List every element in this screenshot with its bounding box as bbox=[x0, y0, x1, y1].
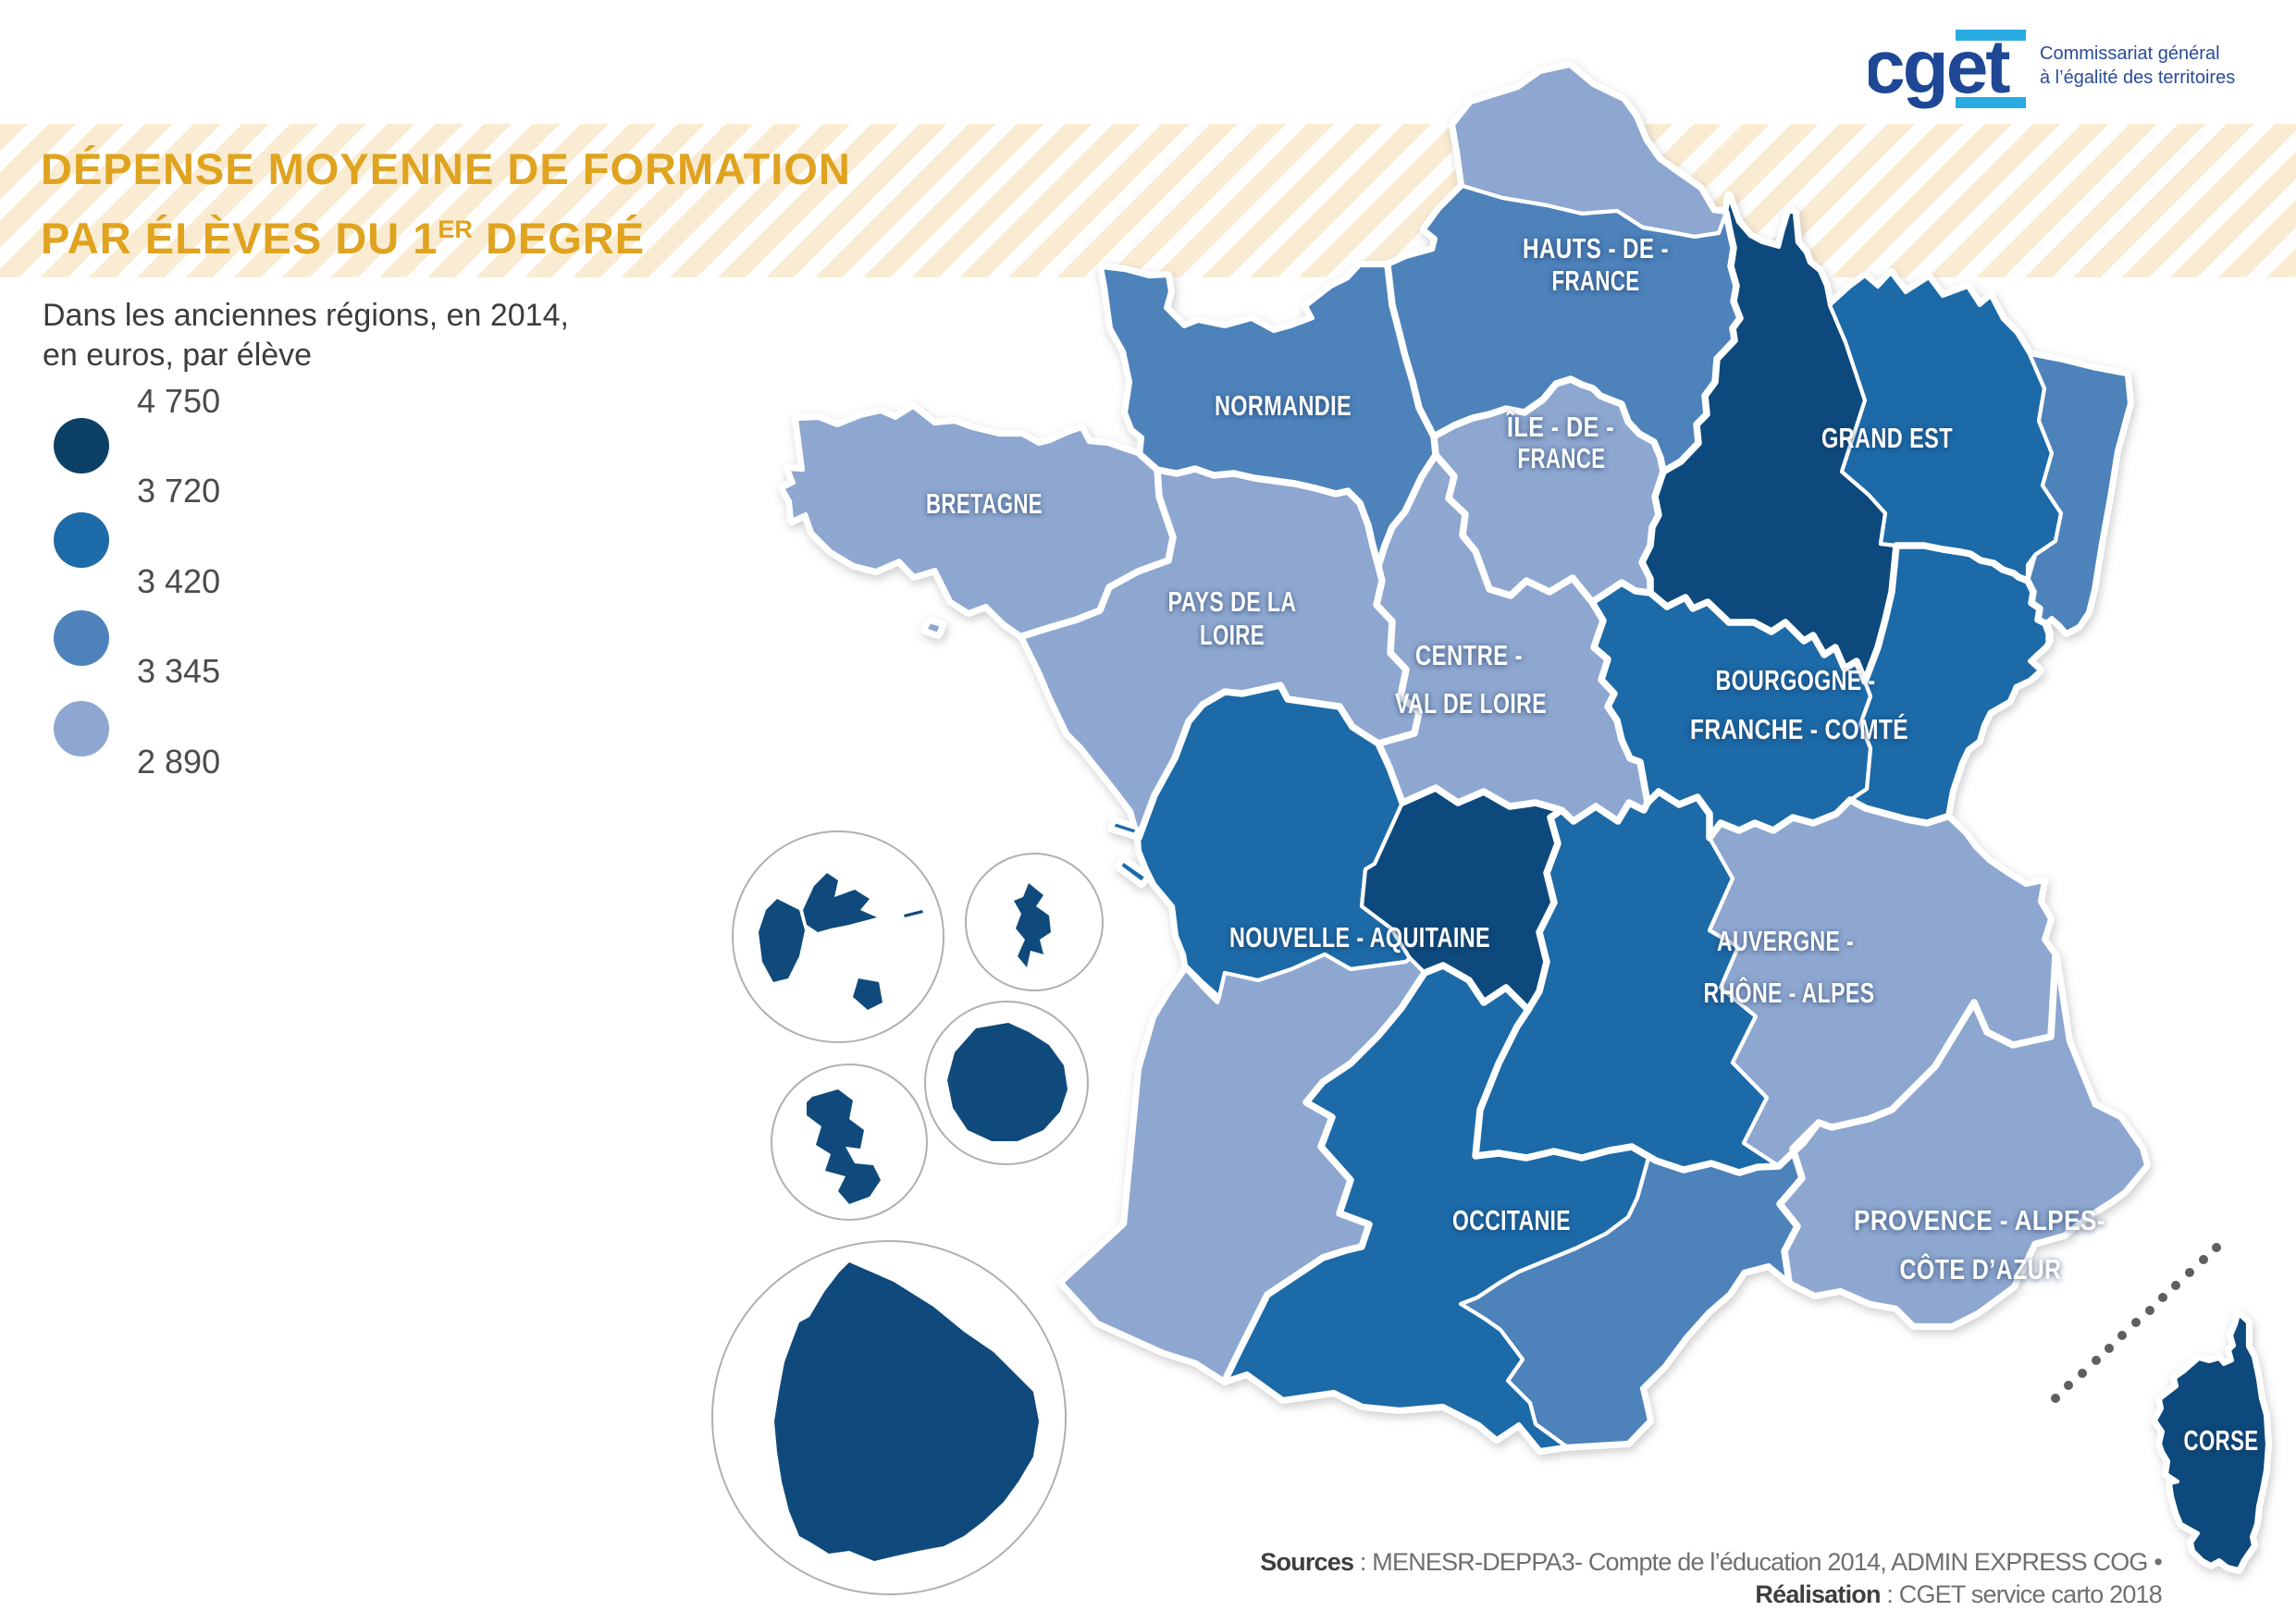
svg-text:NORMANDIE: NORMANDIE bbox=[1215, 389, 1352, 422]
svg-text:FRANCE: FRANCE bbox=[1518, 442, 1606, 474]
svg-text:RHÔNE - ALPES: RHÔNE - ALPES bbox=[1704, 976, 1875, 1009]
svg-text:GRAND EST: GRAND EST bbox=[1821, 422, 1953, 454]
svg-text:PROVENCE - ALPES-: PROVENCE - ALPES- bbox=[1854, 1204, 2105, 1236]
svg-text:FRANCHE - COMTÉ: FRANCHE - COMTÉ bbox=[1690, 713, 1908, 745]
svg-text:LOIRE: LOIRE bbox=[1200, 619, 1265, 651]
svg-text:BOURGOGNE -: BOURGOGNE - bbox=[1716, 664, 1876, 696]
svg-text:FRANCE: FRANCE bbox=[1552, 264, 1640, 297]
svg-text:cget: cget bbox=[1869, 26, 2010, 109]
svg-text:PAYS DE LA: PAYS DE LA bbox=[1168, 585, 1297, 618]
svg-text:CÔTE D’AZUR: CÔTE D’AZUR bbox=[1900, 1252, 2062, 1285]
svg-text:CORSE: CORSE bbox=[2184, 1424, 2259, 1457]
svg-text:AUVERGNE -: AUVERGNE - bbox=[1717, 925, 1854, 957]
svg-text:OCCITANIE: OCCITANIE bbox=[1452, 1204, 1571, 1236]
svg-text:HAUTS - DE -: HAUTS - DE - bbox=[1523, 232, 1669, 264]
svg-text:CENTRE -: CENTRE - bbox=[1415, 639, 1523, 671]
svg-text:VAL DE LOIRE: VAL DE LOIRE bbox=[1395, 687, 1547, 719]
svg-text:NOUVELLE - AQUITAINE: NOUVELLE - AQUITAINE bbox=[1229, 921, 1490, 953]
svg-text:BRETAGNE: BRETAGNE bbox=[926, 487, 1043, 520]
svg-text:ÎLE - DE -: ÎLE - DE - bbox=[1505, 410, 1614, 443]
